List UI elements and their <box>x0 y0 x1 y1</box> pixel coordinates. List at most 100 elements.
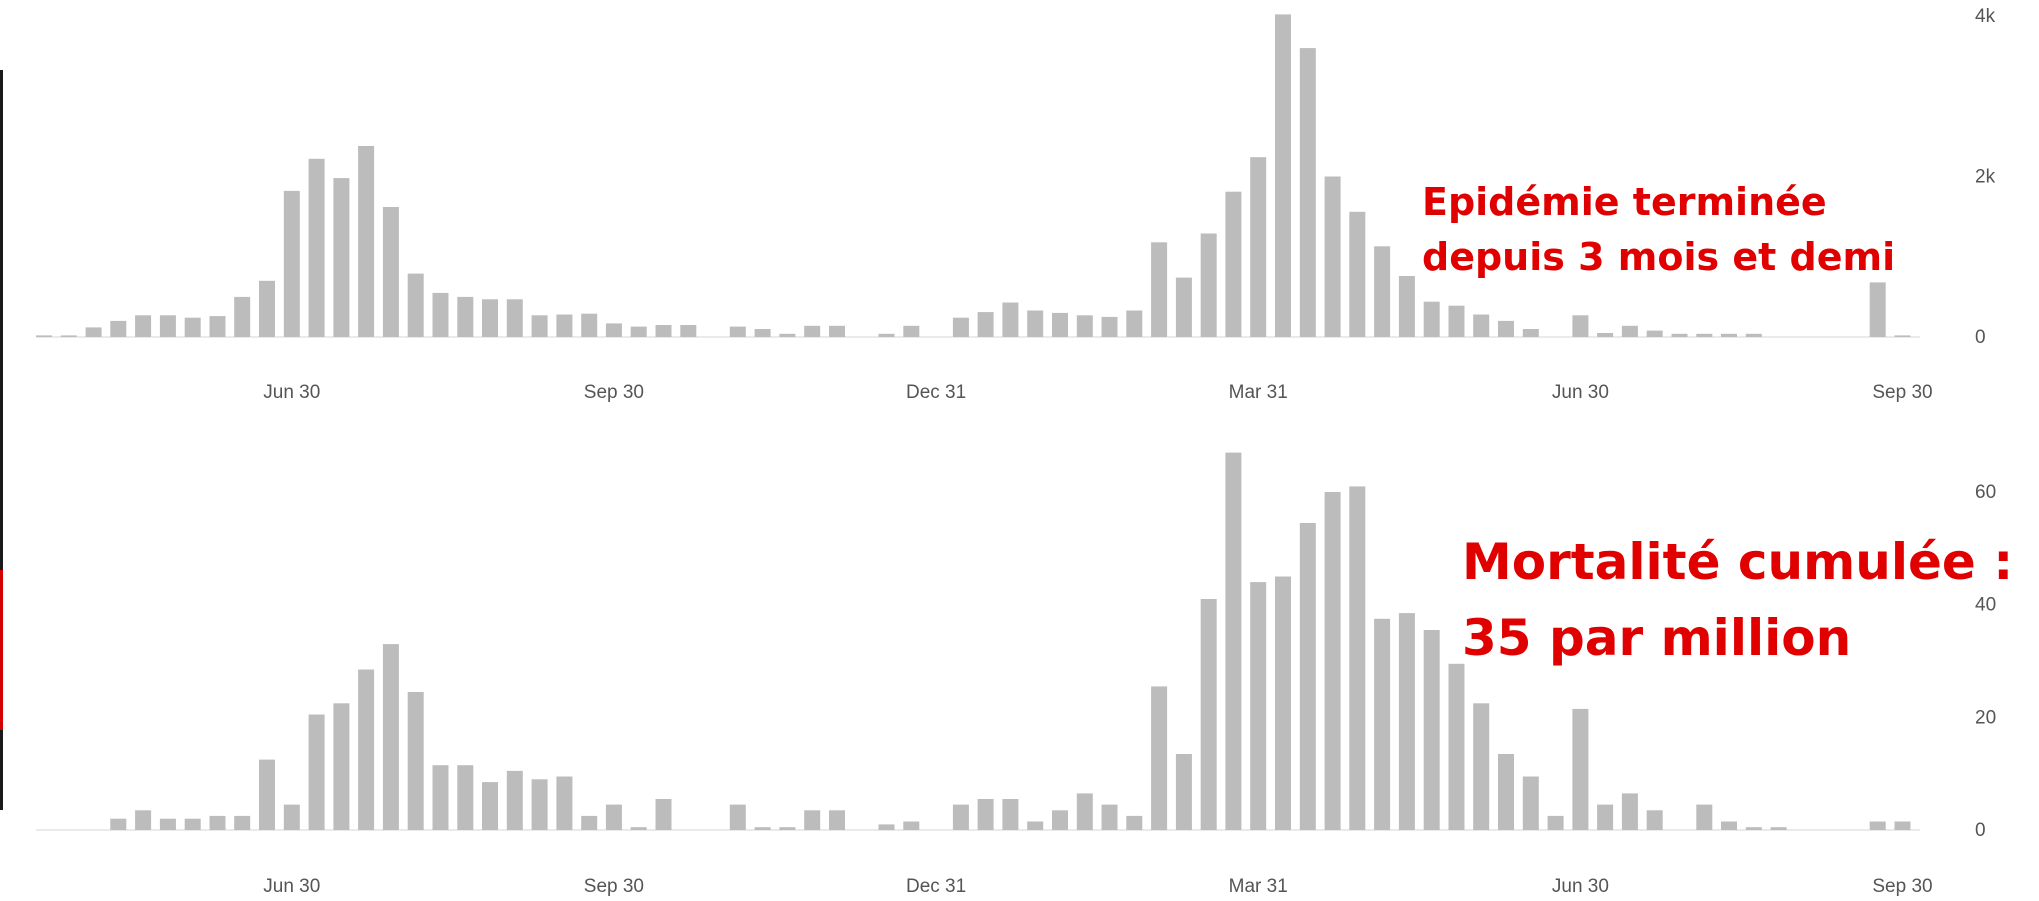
deaths-bar <box>234 815 251 830</box>
deaths-bar <box>1745 827 1762 830</box>
deaths-x-tick-label: Dec 31 <box>906 876 966 896</box>
deaths-bar <box>779 827 796 830</box>
deaths-bar <box>1894 821 1911 830</box>
cases-bar <box>1275 14 1291 338</box>
deaths-bar <box>1324 492 1341 830</box>
deaths-bar <box>457 765 474 830</box>
cases-bar <box>259 280 275 337</box>
deaths-bar <box>1052 810 1068 830</box>
deaths-bar <box>358 669 375 831</box>
cases-bar <box>234 296 251 337</box>
deaths-bar <box>1473 703 1490 831</box>
cases-bar <box>1448 305 1465 337</box>
deaths-bar <box>1200 599 1217 830</box>
deaths-bar <box>1374 618 1391 831</box>
deaths-bar <box>977 799 994 830</box>
cases-bar <box>1052 312 1068 337</box>
deaths-x-tick-label: Sep 30 <box>1872 876 1932 896</box>
deaths-bar <box>1299 523 1316 830</box>
deaths-bar <box>630 827 647 830</box>
deaths-bar <box>1721 821 1737 830</box>
deaths-bar <box>1621 793 1638 830</box>
cases-bar <box>1076 315 1093 337</box>
deaths-bar <box>1151 686 1168 831</box>
deaths-bar <box>655 799 672 830</box>
deaths-bar <box>1250 582 1267 830</box>
deaths-bar <box>878 824 895 830</box>
cases-bar <box>1250 157 1267 337</box>
cases-bar <box>1522 329 1539 337</box>
cases-x-ticks: Jun 30 Sep 30 Dec 31 Mar 31 Jun 30 Sep 30 <box>263 382 1932 403</box>
cases-bar <box>1299 48 1316 337</box>
cases-bar <box>382 207 399 337</box>
cases-bar <box>729 326 746 337</box>
deaths-x-ticks: Jun 30 Sep 30 Dec 31 Mar 31 Jun 30 Sep 30 <box>263 876 1932 897</box>
deaths-bar <box>605 804 622 830</box>
deaths-x-tick-label: Jun 30 <box>263 876 320 896</box>
cases-bar <box>308 158 325 337</box>
cases-bar <box>829 325 845 337</box>
left-edge-dark-strip-lower <box>0 730 3 810</box>
cases-bar <box>1423 301 1440 337</box>
cases-bar <box>110 320 127 337</box>
cases-bar <box>482 299 498 337</box>
deaths-bar <box>184 818 201 830</box>
cases-bar <box>977 312 994 337</box>
cases-bar <box>556 314 573 337</box>
deaths-bar <box>1770 827 1787 830</box>
deaths-bar <box>135 810 152 830</box>
cases-bar <box>135 315 152 337</box>
cases-bar <box>407 273 424 337</box>
cases-bar <box>333 178 350 337</box>
annotation-line: Mortalité cumulée : <box>1462 533 2014 591</box>
cases-chart: 0 2k 4k Jun 30 Sep 30 Dec 31 Mar 31 Jun 30 Sep … <box>36 6 1996 403</box>
deaths-bar <box>531 779 548 830</box>
cases-bar <box>1398 276 1415 337</box>
cases-bar <box>1621 325 1638 337</box>
deaths-bar <box>804 810 821 830</box>
cases-bar <box>1721 333 1737 337</box>
cases-bar <box>1374 246 1391 337</box>
cases-bar <box>1696 333 1713 337</box>
deaths-bar <box>1275 576 1291 830</box>
cases-x-tick-label: Jun 30 <box>1552 382 1609 403</box>
deaths-x-tick-label: Sep 30 <box>584 876 644 896</box>
deaths-y-tick-label: 40 <box>1975 595 1996 616</box>
deaths-bar <box>829 810 845 830</box>
cases-bar <box>36 335 52 337</box>
cases-x-tick-label: Sep 30 <box>1872 382 1932 403</box>
deaths-bar <box>1126 815 1143 830</box>
deaths-bar <box>159 818 176 830</box>
deaths-bar <box>1101 804 1118 830</box>
cases-bar <box>1324 176 1341 337</box>
cases-bar <box>680 325 697 337</box>
deaths-bar <box>1225 452 1242 830</box>
cases-bar <box>1671 333 1688 337</box>
cases-bar <box>804 325 821 337</box>
cases-bar <box>605 323 622 337</box>
deaths-bar <box>952 804 969 830</box>
annotation-line: depuis 3 mois et demi <box>1422 235 1896 279</box>
left-edge-red-strip <box>0 570 3 730</box>
deaths-y-tick-label: 20 <box>1975 707 1996 728</box>
deaths-bar <box>1522 776 1539 830</box>
deaths-bar <box>1349 486 1366 830</box>
cases-bar <box>1027 310 1044 337</box>
cases-x-tick-label: Jun 30 <box>263 382 320 403</box>
deaths-bar <box>1002 799 1019 830</box>
cases-bar <box>952 317 969 337</box>
deaths-bar <box>407 692 424 830</box>
deaths-bar <box>581 815 598 830</box>
deaths-bar <box>209 815 226 830</box>
deaths-bar <box>1027 821 1044 830</box>
deaths-bar <box>1572 708 1589 830</box>
cases-bar <box>1597 333 1614 337</box>
deaths-bar <box>333 703 350 831</box>
cases-bar <box>878 333 895 337</box>
deaths-y-tick-label: 60 <box>1975 482 1996 503</box>
deaths-y-tick-label: 0 <box>1975 820 1986 841</box>
cases-bar <box>531 315 548 337</box>
cases-x-tick-label: Mar 31 <box>1229 382 1288 403</box>
